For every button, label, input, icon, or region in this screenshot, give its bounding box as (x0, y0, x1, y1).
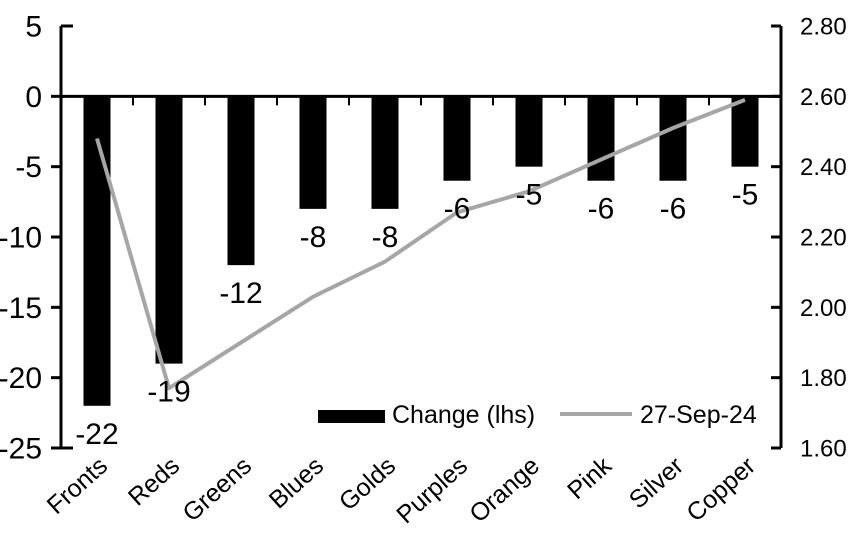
bar-value-label: -22 (75, 418, 118, 451)
series-line (95, 98, 746, 391)
bar (83, 96, 111, 406)
left-axis-tick-label: -25 (0, 433, 42, 466)
bar (371, 96, 399, 209)
category-label: Pink (562, 451, 617, 505)
bar (155, 96, 183, 364)
bar (515, 96, 543, 167)
bar (731, 96, 759, 167)
right-axis-tick-label: 2.20 (800, 225, 847, 252)
bar (299, 96, 327, 209)
category-label: Reds (123, 452, 185, 512)
bar-value-label: -8 (372, 221, 399, 254)
bar-value-label: -12 (219, 277, 262, 310)
category-label: Greens (177, 452, 257, 528)
bar-value-label: -6 (444, 193, 471, 226)
category-label: Golds (334, 452, 401, 517)
legend-bar-swatch (318, 410, 385, 423)
right-axis-tick-label: 2.60 (800, 84, 847, 111)
category-label: Orange (464, 452, 545, 529)
bar-value-label: -19 (147, 376, 190, 409)
bar (227, 96, 255, 266)
right-axis-tick-label: 2.00 (800, 295, 847, 322)
left-axis-tick-label: -10 (0, 222, 42, 255)
legend-line-label: 27-Sep-24 (640, 401, 757, 429)
left-axis-tick-label: -5 (15, 151, 42, 184)
left-axis-tick-label: -15 (0, 292, 42, 325)
category-label: Purples (391, 452, 473, 530)
right-axis-tick-label: 2.40 (800, 154, 847, 181)
category-label: Fronts (42, 452, 113, 520)
right-axis-tick-label: 2.80 (800, 14, 847, 41)
legend-bar-label: Change (lhs) (392, 401, 535, 429)
bar-value-label: -6 (660, 193, 687, 226)
category-label: Silver (624, 452, 689, 515)
bar (587, 96, 615, 181)
left-axis-tick-label: 5 (25, 11, 42, 44)
category-label: Copper (681, 452, 761, 528)
bar (659, 96, 687, 181)
left-axis-tick-label: 0 (25, 81, 42, 114)
bar-value-label: -8 (300, 221, 327, 254)
bar (443, 96, 471, 181)
left-axis-tick-label: -20 (0, 362, 42, 395)
bar-value-label: -5 (516, 179, 543, 212)
category-label: Blues (264, 452, 329, 515)
right-axis-tick-label: 1.80 (800, 365, 847, 392)
right-axis-tick-label: 1.60 (800, 436, 847, 463)
bar-value-label: -6 (588, 193, 615, 226)
bar-value-label: -5 (732, 179, 759, 212)
